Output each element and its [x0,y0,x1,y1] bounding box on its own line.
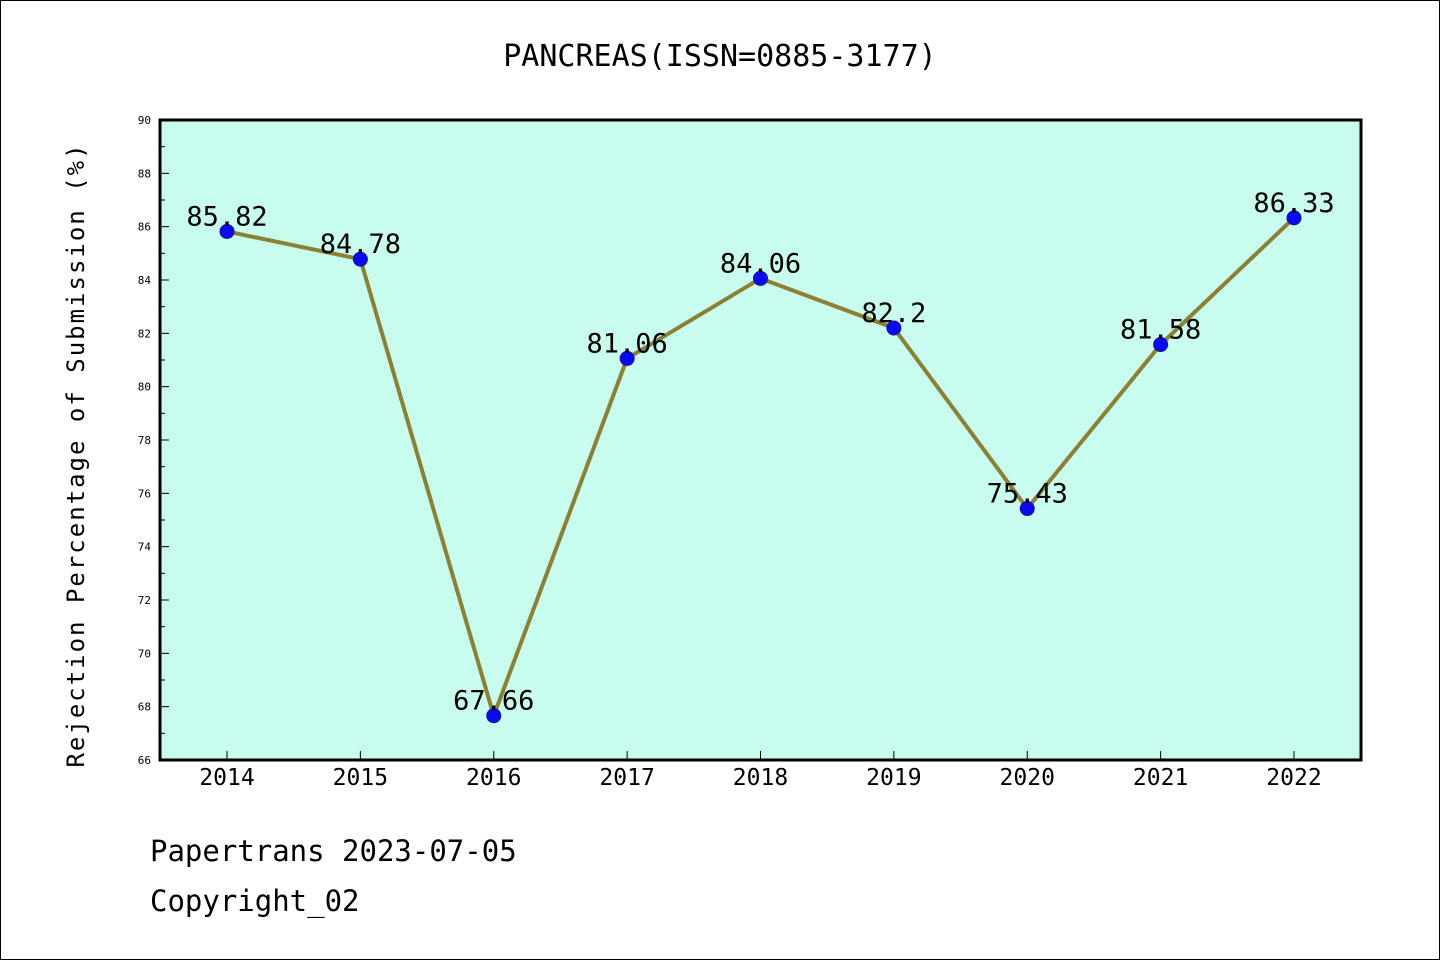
data-label: 82.2 [861,298,926,329]
y-tick-label: 68 [138,701,151,714]
footer-source-date: Papertrans 2023-07-05 [150,834,517,868]
data-labels: 85.82 84.78 67.66 81.06 84.06 82.2 75.43 81.58 8… [186,188,1334,717]
x-tick-label: 2022 [1266,765,1321,791]
y-tick-label: 66 [138,754,151,767]
y-tick-label: 82 [138,327,151,340]
x-tick-label: 2020 [1000,765,1055,791]
x-tick-label: 2021 [1133,765,1188,791]
y-tick-label: 80 [138,381,151,394]
chart-title: PANCREAS(ISSN=0885-3177) [503,39,936,74]
x-tick-label: 2014 [199,765,254,791]
x-tick-label: 2016 [466,765,521,791]
y-axis-ticks: 66 68 70 72 74 76 78 80 82 84 86 88 90 [138,114,169,767]
series-rejection-rate [219,210,1302,724]
y-axis-label: Rejection Percentage of Submission (%) [62,142,90,767]
data-label: 84.78 [320,229,401,260]
data-point [352,251,368,267]
x-tick-label: 2018 [733,765,788,791]
data-label: 85.82 [186,201,267,232]
y-tick-label: 86 [138,221,151,234]
data-label: 84.06 [720,248,801,279]
data-point [753,270,768,286]
y-tick-label: 84 [138,274,152,287]
y-tick-label: 74 [138,541,152,554]
data-label: 67.66 [453,686,534,717]
y-tick-label: 78 [138,434,151,447]
data-label: 86.33 [1253,188,1334,219]
x-tick-label: 2019 [866,765,921,791]
footer-copyright: Copyright_02 [150,884,360,918]
data-label: 81.06 [586,328,667,359]
data-point [619,350,635,366]
y-tick-label: 88 [138,167,151,180]
data-point [1019,501,1035,517]
x-tick-label: 2017 [599,765,654,791]
y-tick-label: 76 [138,487,151,500]
data-point [219,223,235,239]
y-tick-label: 70 [138,647,151,660]
y-tick-label: 72 [138,594,151,607]
data-point [1286,210,1302,226]
data-label: 81.58 [1120,315,1201,346]
y-tick-label: 90 [138,114,151,127]
x-tick-label: 2015 [333,765,388,791]
data-point [1153,337,1169,353]
data-point [886,320,902,336]
plot-area [158,118,1363,762]
x-axis-ticks: 2014 2015 2016 2017 2018 2019 2020 2021 2022 [199,751,1322,791]
data-label: 75.43 [987,479,1068,510]
data-point [486,708,502,724]
